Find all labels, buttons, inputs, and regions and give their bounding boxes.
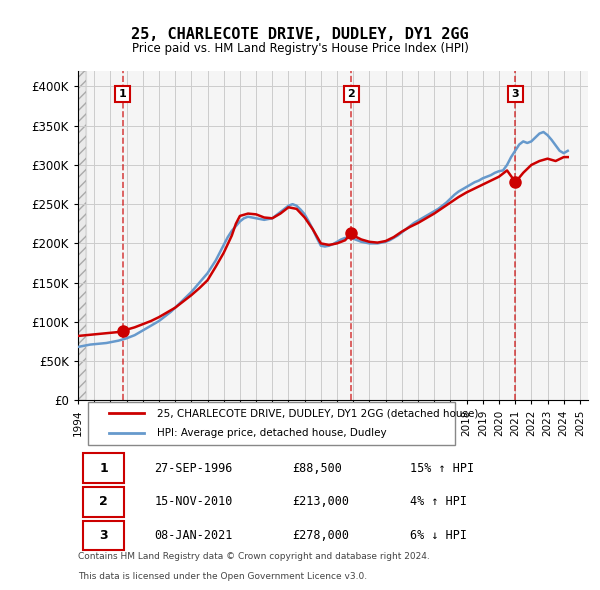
Text: £278,000: £278,000 xyxy=(292,529,349,542)
Text: 15% ↑ HPI: 15% ↑ HPI xyxy=(409,461,473,474)
FancyBboxPatch shape xyxy=(88,402,455,444)
Bar xyxy=(78,71,86,400)
Text: 08-JAN-2021: 08-JAN-2021 xyxy=(155,529,233,542)
Text: 4% ↑ HPI: 4% ↑ HPI xyxy=(409,495,467,508)
Text: This data is licensed under the Open Government Licence v3.0.: This data is licensed under the Open Gov… xyxy=(78,572,367,581)
Text: 2: 2 xyxy=(99,495,108,508)
Text: 25, CHARLECOTE DRIVE, DUDLEY, DY1 2GG (detached house): 25, CHARLECOTE DRIVE, DUDLEY, DY1 2GG (d… xyxy=(157,408,478,418)
Text: £88,500: £88,500 xyxy=(292,461,342,474)
FancyBboxPatch shape xyxy=(83,487,124,517)
FancyBboxPatch shape xyxy=(83,520,124,550)
Text: 2: 2 xyxy=(347,89,355,99)
Text: £213,000: £213,000 xyxy=(292,495,349,508)
Text: Contains HM Land Registry data © Crown copyright and database right 2024.: Contains HM Land Registry data © Crown c… xyxy=(78,552,430,561)
Text: 6% ↓ HPI: 6% ↓ HPI xyxy=(409,529,467,542)
Text: 27-SEP-1996: 27-SEP-1996 xyxy=(155,461,233,474)
Text: 1: 1 xyxy=(119,89,127,99)
Text: 3: 3 xyxy=(512,89,519,99)
Text: HPI: Average price, detached house, Dudley: HPI: Average price, detached house, Dudl… xyxy=(157,428,386,438)
FancyBboxPatch shape xyxy=(83,453,124,483)
Text: 1: 1 xyxy=(99,461,108,474)
Text: 3: 3 xyxy=(99,529,108,542)
Text: Price paid vs. HM Land Registry's House Price Index (HPI): Price paid vs. HM Land Registry's House … xyxy=(131,42,469,55)
Text: 25, CHARLECOTE DRIVE, DUDLEY, DY1 2GG: 25, CHARLECOTE DRIVE, DUDLEY, DY1 2GG xyxy=(131,27,469,41)
Text: 15-NOV-2010: 15-NOV-2010 xyxy=(155,495,233,508)
